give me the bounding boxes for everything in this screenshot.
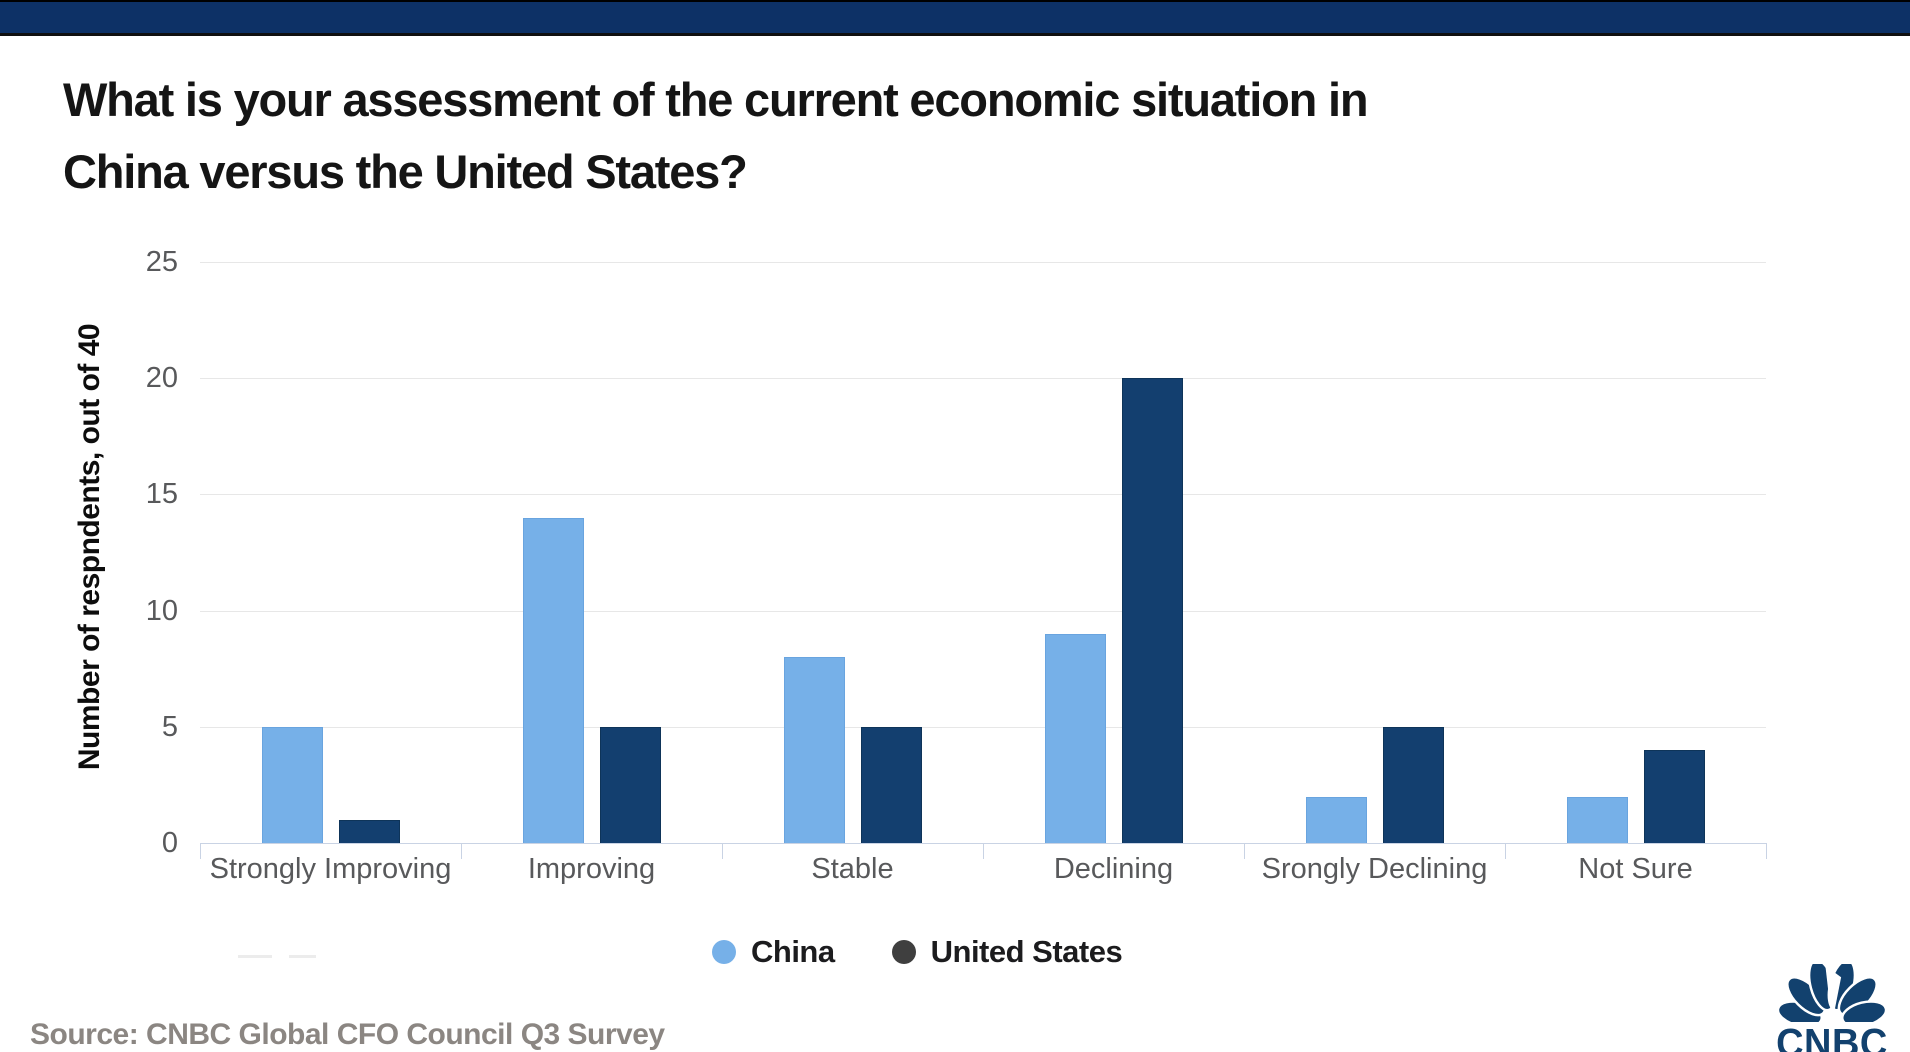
legend-item-united-states[interactable]: United States — [891, 934, 1123, 970]
bar-china-strongly-improving[interactable] — [261, 726, 323, 843]
legend-dot-china — [712, 940, 736, 964]
faded-artifact — [238, 955, 272, 958]
x-axis-tick — [461, 843, 462, 859]
x-axis-tick — [983, 843, 984, 859]
bar-china-improving[interactable] — [522, 517, 584, 843]
cnbc-logo: CNBC — [1772, 958, 1892, 1052]
x-axis-tick — [722, 843, 723, 859]
y-tick-label-10: 10 — [145, 594, 178, 627]
x-category-label-stable: Stable — [811, 853, 894, 885]
gridline-15 — [200, 494, 1766, 496]
legend-item-china[interactable]: China — [712, 934, 835, 970]
bar-china-not-sure[interactable] — [1566, 796, 1628, 843]
x-category-label-improving: Improving — [527, 853, 656, 885]
y-tick-label-15: 15 — [145, 478, 178, 511]
faded-artifact — [289, 955, 316, 958]
gridline-25 — [200, 262, 1766, 263]
bar-china-srongly-declining[interactable] — [1305, 796, 1367, 843]
gridline-10 — [200, 610, 1766, 612]
bar-china-stable[interactable] — [783, 657, 845, 843]
bar-united-states-strongly-improving[interactable] — [338, 819, 400, 843]
legend-label-united-states: United States — [930, 934, 1123, 969]
x-category-label-declining: Declining — [1053, 853, 1174, 885]
chart-legend: China United States — [712, 934, 1123, 970]
x-category-label-srongly-declining: Srongly Declining — [1261, 853, 1488, 885]
x-category-label-not-sure: Not Sure — [1578, 853, 1693, 885]
gridline-20 — [200, 378, 1766, 380]
cnbc-wordmark: CNBC — [1776, 1021, 1888, 1052]
bar-united-states-improving[interactable] — [599, 726, 661, 843]
bar-china-declining[interactable] — [1044, 633, 1106, 843]
bar-united-states-stable[interactable] — [860, 726, 922, 843]
source-credit: Source: CNBC Global CFO Council Q3 Surve… — [30, 1018, 665, 1051]
bar-united-states-not-sure[interactable] — [1643, 750, 1705, 843]
chart-title: What is your assessment of the current e… — [63, 64, 1853, 208]
y-tick-label-20: 20 — [145, 362, 178, 395]
x-axis-tick — [1766, 843, 1767, 859]
legend-label-china: China — [751, 934, 835, 969]
x-axis-tick — [1505, 843, 1506, 859]
legend-dot-united-states — [891, 940, 916, 964]
cnbc-peacock-icon — [1776, 958, 1888, 1028]
gridline-5 — [200, 726, 1766, 728]
bar-united-states-declining[interactable] — [1121, 378, 1183, 843]
x-axis-tick — [200, 843, 201, 859]
x-category-label-strongly-improving: Strongly Improving — [209, 853, 452, 885]
chart-title-line2: China versus the United States? — [63, 145, 748, 198]
x-axis-tick — [1244, 843, 1245, 859]
y-tick-label-25: 25 — [145, 246, 178, 278]
y-axis-title: Number of respndents, out of 40 — [73, 323, 106, 771]
bar-united-states-srongly-declining[interactable] — [1382, 726, 1444, 843]
y-tick-label-5: 5 — [161, 710, 178, 743]
top-banner — [0, 0, 1910, 36]
y-tick-label-0: 0 — [161, 827, 178, 859]
chart-title-line1: What is your assessment of the current e… — [63, 73, 1369, 126]
